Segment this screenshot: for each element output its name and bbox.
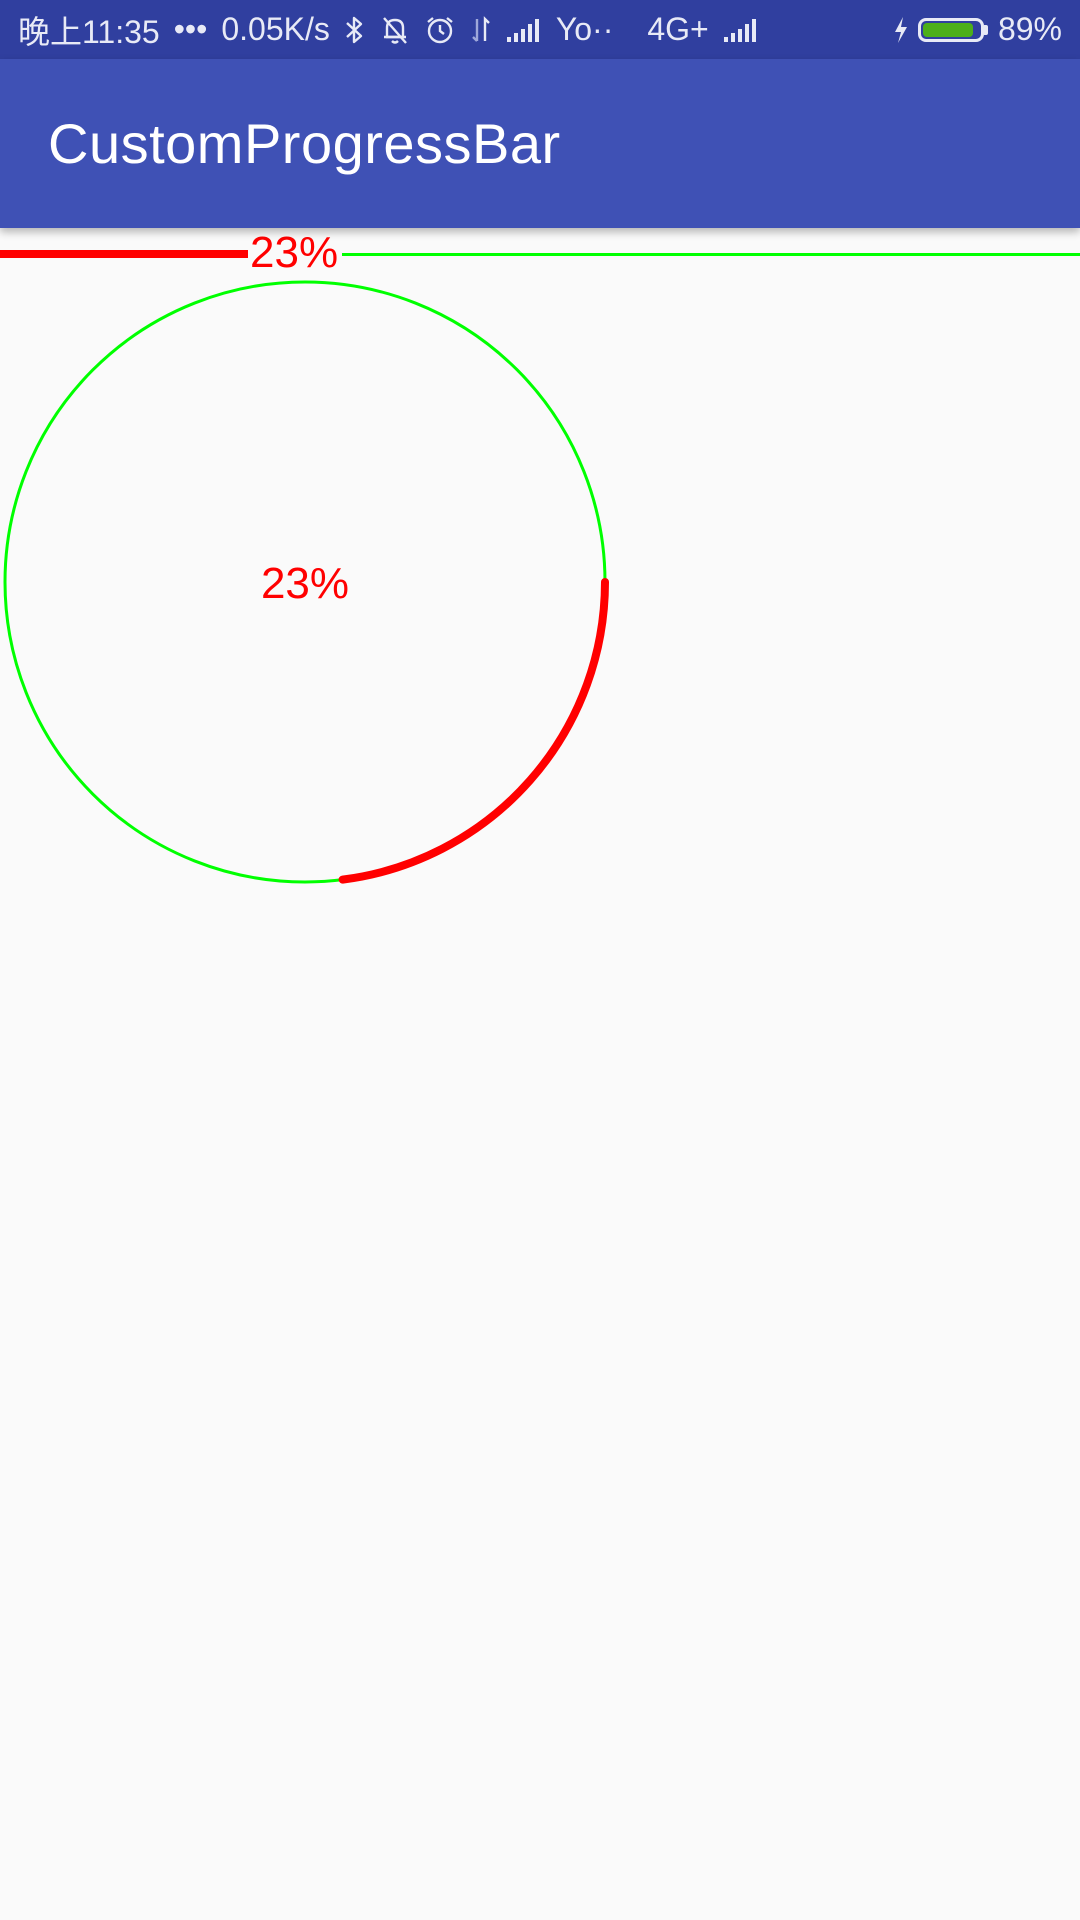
circular-progress-arc — [343, 582, 605, 880]
network-type: 4G+ — [647, 11, 708, 48]
alarm-icon — [424, 14, 456, 46]
bluetooth-icon — [344, 15, 366, 45]
bell-muted-icon — [380, 14, 410, 46]
circular-progress-label: 23% — [261, 559, 349, 608]
status-right: 89% — [892, 11, 1062, 48]
horizontal-progress-track — [342, 253, 1080, 256]
status-left: 晚上11:35 ••• 0.05K/s — [18, 7, 773, 53]
signal-icon — [723, 17, 759, 43]
charging-icon — [892, 15, 910, 45]
horizontal-progress-bar: 23% — [0, 228, 1080, 278]
horizontal-progress-label: 23% — [250, 228, 338, 278]
network-speed: 0.05K/s — [221, 11, 330, 48]
circular-progress-bar: 23% — [0, 280, 614, 894]
signal-icon — [506, 17, 542, 43]
notification-dots: ••• — [174, 11, 208, 48]
data-arrows-icon — [470, 15, 492, 45]
battery-icon — [918, 18, 988, 42]
carrier-name: Yo·· — [556, 11, 614, 48]
app-bar: CustomProgressBar — [0, 59, 1080, 228]
status-bar: 晚上11:35 ••• 0.05K/s — [0, 0, 1080, 59]
horizontal-progress-fill — [0, 250, 248, 258]
battery-level — [923, 23, 973, 37]
app-title: CustomProgressBar — [48, 111, 561, 176]
battery-percent: 89% — [998, 11, 1062, 48]
content: 23% 23% — [0, 228, 1080, 1920]
status-time: 晚上11:35 — [18, 7, 160, 53]
